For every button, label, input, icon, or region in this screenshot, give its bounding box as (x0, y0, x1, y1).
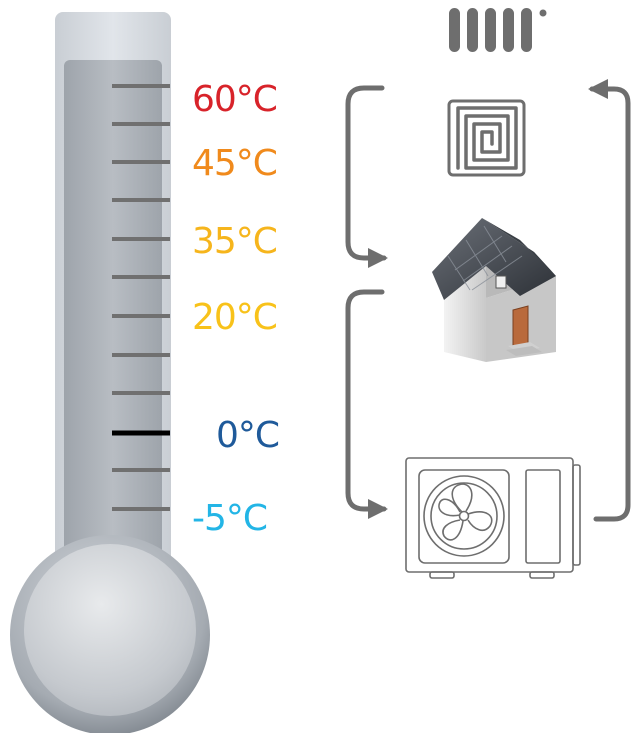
temperature-label-45: 45°C (192, 143, 278, 184)
temperature-label-0: 0°C (216, 415, 280, 456)
temperature-label-minus5: -5°C (192, 498, 268, 539)
thermometer-ticks (112, 84, 170, 511)
underfloor-heating-icon (447, 99, 526, 177)
heat-pump-outdoor-unit-icon (405, 457, 581, 579)
temperature-label-60: 60°C (192, 79, 278, 120)
house-icon (432, 218, 556, 362)
flow-arrows (345, 79, 631, 522)
thermometer (10, 12, 210, 733)
arrow-return-to-unit (345, 289, 388, 519)
radiator-icon (449, 8, 547, 52)
thermometer-bulb-inner (24, 544, 196, 716)
arrow-unit-to-emitters (588, 79, 631, 522)
temperature-label-20: 20°C (192, 297, 278, 338)
temperature-label-35: 35°C (192, 221, 278, 262)
arrow-supply-to-house (345, 85, 388, 268)
